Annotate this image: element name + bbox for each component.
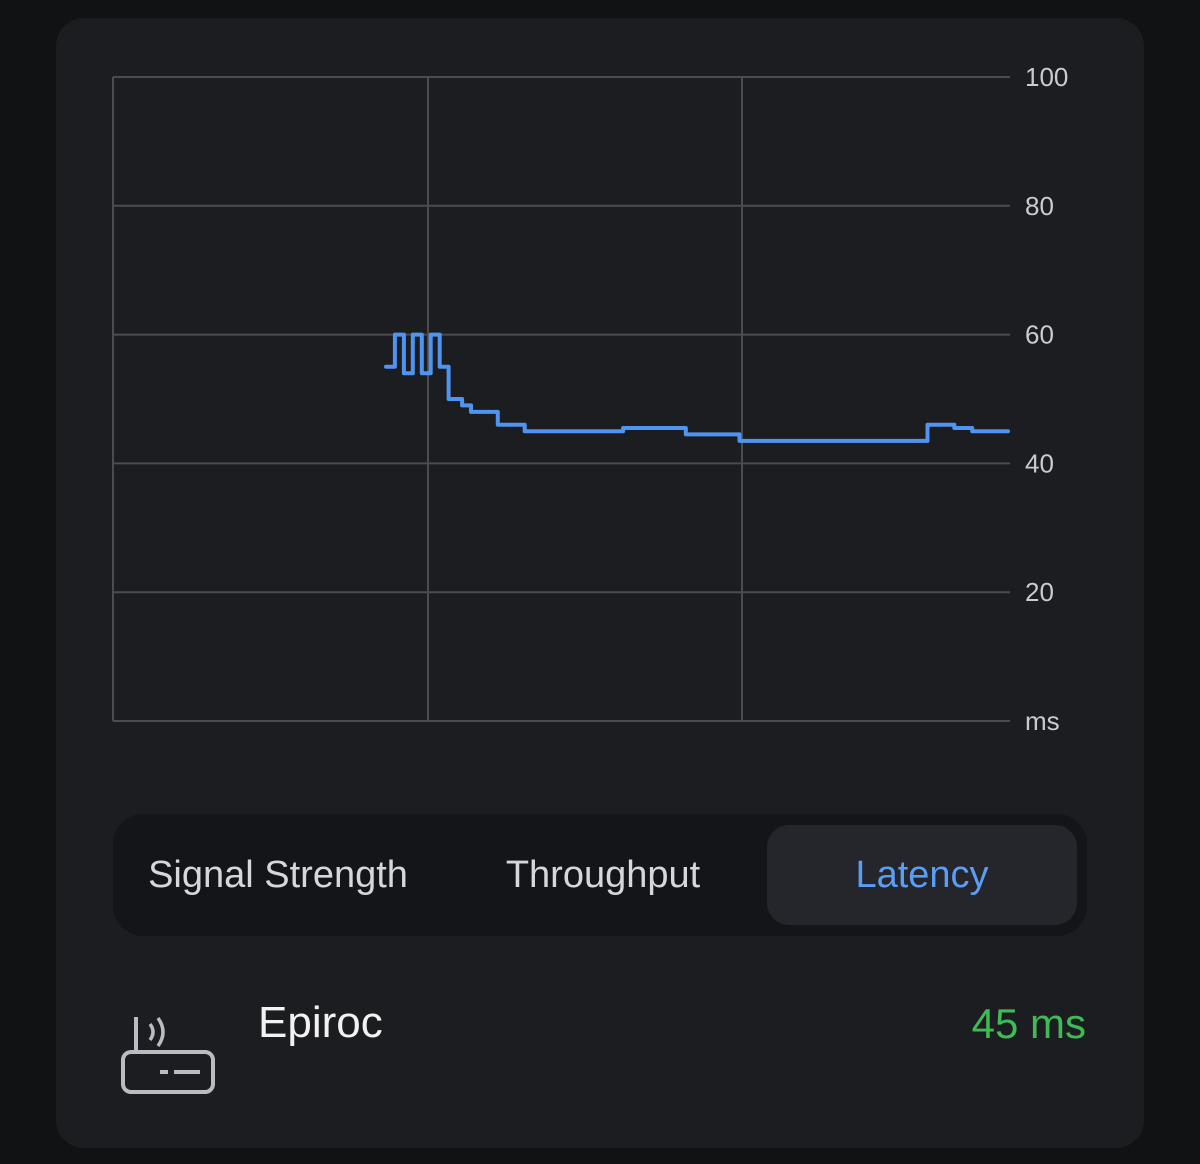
- tab-signal-strength[interactable]: Signal Strength: [148, 853, 408, 896]
- y-tick-label: 40: [1025, 448, 1054, 478]
- latency-value: 45 ms: [971, 1000, 1086, 1047]
- chart-grid: [112, 76, 1010, 722]
- tab-throughput[interactable]: Throughput: [505, 853, 701, 896]
- latency-series: [384, 332, 1010, 443]
- tab-latency[interactable]: Latency: [767, 825, 1077, 925]
- y-tick-label: 80: [1025, 191, 1054, 221]
- y-axis-ticks: 100 80 60 40 20 ms: [1025, 62, 1068, 736]
- y-tick-label: 20: [1025, 577, 1054, 607]
- router-icon: [118, 1012, 218, 1102]
- latency-line: [384, 332, 1010, 443]
- y-tick-label: 60: [1025, 320, 1054, 350]
- network-name: Epiroc: [258, 998, 383, 1047]
- y-tick-label: ms: [1025, 706, 1060, 736]
- latency-chart: 100 80 60 40 20 ms: [112, 62, 1068, 736]
- metric-segmented-control: Signal Strength Throughput Latency: [113, 814, 1087, 936]
- y-tick-label: 100: [1025, 62, 1068, 92]
